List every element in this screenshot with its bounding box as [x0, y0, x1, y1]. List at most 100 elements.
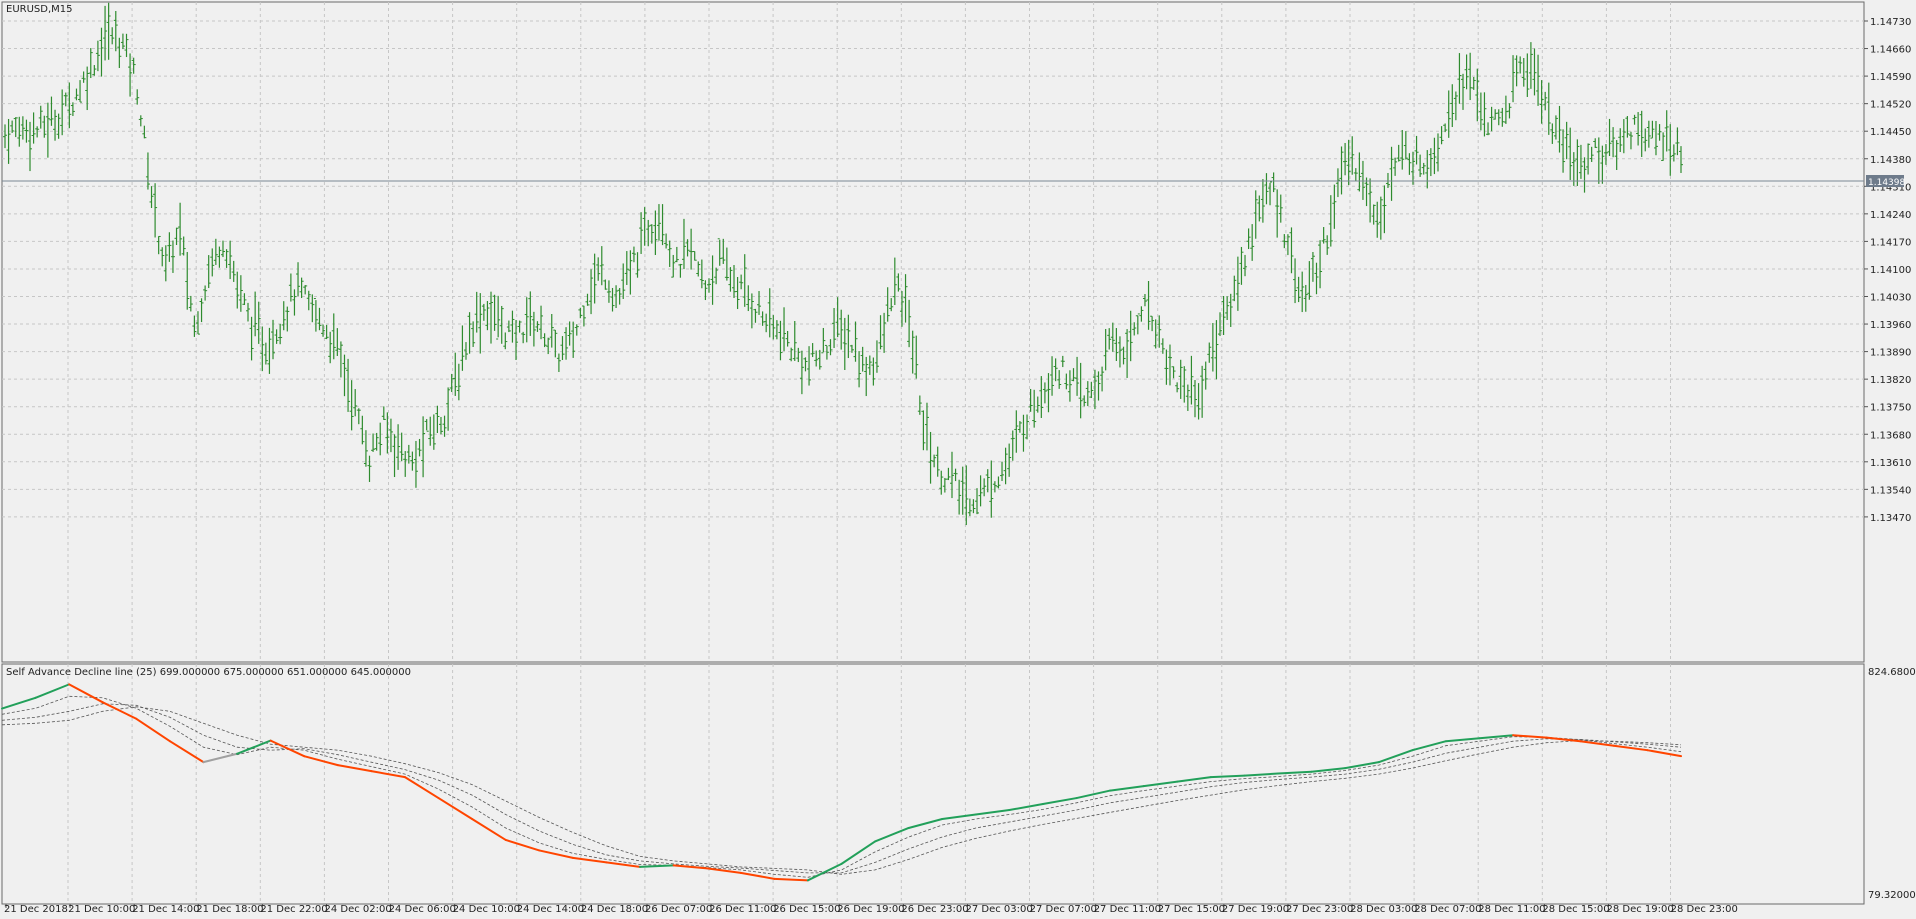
- ohlc-bar: [892, 257, 897, 305]
- advance-decline-segment: [101, 701, 138, 720]
- ohlc-bar: [960, 466, 965, 515]
- advance-decline-segment: [605, 861, 642, 868]
- ohlc-bar: [1243, 254, 1248, 277]
- ohlc-bar: [696, 261, 701, 277]
- indicator-title: Self Advance Decline line (25) 699.00000…: [6, 667, 411, 678]
- ohlc-bar: [1489, 106, 1494, 132]
- ohlc-bar: [1543, 91, 1548, 111]
- ohlc-bar: [1389, 146, 1394, 201]
- ohlc-bar: [1414, 135, 1419, 165]
- ohlc-bar: [224, 249, 229, 268]
- advance-decline-segment: [236, 739, 272, 755]
- ohlc-bar: [1586, 143, 1591, 175]
- ohlc-bar: [10, 120, 15, 133]
- advance-decline-segment: [571, 856, 608, 864]
- time-tick-label: 21 Dec 22:00: [260, 904, 327, 915]
- ohlc-bar: [1067, 370, 1072, 402]
- ohlc-bar: [839, 309, 844, 350]
- ohlc-bar: [610, 287, 615, 312]
- ohlc-bar: [1250, 224, 1255, 261]
- ohlc-bar: [6, 118, 11, 164]
- price-panel[interactable]: [1, 1, 1865, 663]
- ohlc-bar: [1253, 190, 1258, 239]
- indicator-panel[interactable]: [1, 663, 1865, 905]
- ohlc-bar: [74, 88, 79, 101]
- ohlc-bar: [1661, 132, 1666, 161]
- ohlc-bar: [1589, 146, 1594, 162]
- ohlc-bar: [1003, 447, 1008, 485]
- ohlc-bar: [45, 102, 50, 158]
- price-tick-label: 1.14310: [1870, 182, 1911, 193]
- ohlc-bar: [496, 295, 501, 340]
- time-tick-label: 24 Dec 06:00: [389, 904, 456, 915]
- ohlc-bar: [935, 446, 940, 477]
- ohlc-bar: [1125, 329, 1130, 378]
- ohlc-bar: [1382, 185, 1387, 234]
- ohlc-bar: [392, 434, 397, 478]
- advance-decline-segment: [773, 877, 809, 882]
- ohlc-bar: [503, 332, 508, 350]
- price-tick-label: 1.13750: [1870, 403, 1911, 414]
- ohlc-bar: [1461, 73, 1466, 110]
- price-tick-label: 1.14100: [1870, 265, 1911, 276]
- advance-decline-segment: [639, 864, 675, 868]
- ohlc-bar: [1571, 152, 1576, 186]
- advance-decline-segment: [471, 818, 507, 841]
- time-tick-label: 24 Dec 10:00: [453, 904, 520, 915]
- ohlc-bar: [603, 279, 608, 290]
- ohlc-bar: [31, 112, 36, 144]
- price-axis[interactable]: 1.14730 1.14660 1.14590 1.14520 1.14450 1.143…: [1864, 17, 1916, 901]
- ohlc-bar: [78, 80, 83, 103]
- ohlc-bar: [228, 240, 233, 280]
- ohlc-bar: [353, 389, 358, 417]
- ohlc-bar: [1300, 271, 1305, 313]
- ohlc-bar: [1007, 443, 1012, 477]
- ohlc-bar: [714, 267, 719, 285]
- price-tick-label: 1.13890: [1870, 348, 1911, 359]
- price-tick-label: 1.13680: [1870, 430, 1911, 441]
- ohlc-bar: [1167, 344, 1172, 386]
- ohlc-bar: [1621, 119, 1626, 154]
- ohlc-bar: [285, 306, 290, 332]
- advance-decline-segment: [1142, 780, 1179, 788]
- time-tick-label: 21 Dec 10:00: [68, 904, 135, 915]
- ohlc-bar: [1514, 55, 1519, 87]
- ohlc-bar: [649, 224, 654, 244]
- ohlc-bar: [1625, 116, 1630, 138]
- ohlc-bar: [163, 245, 168, 282]
- ohlc-bar: [621, 263, 626, 300]
- ohlc-bar: [235, 271, 240, 309]
- ohlc-bar: [70, 102, 75, 117]
- price-bars: [3, 2, 1683, 526]
- ohlc-bar: [528, 291, 533, 336]
- time-tick-label: 26 Dec 23:00: [901, 904, 968, 915]
- ohlc-bar: [656, 204, 661, 241]
- time-tick-label: 28 Dec 03:00: [1350, 904, 1417, 915]
- time-tick-label: 28 Dec 23:00: [1671, 904, 1738, 915]
- ohlc-bar: [492, 294, 497, 331]
- ohlc-bar: [1646, 120, 1651, 148]
- ohlc-bar: [1421, 162, 1426, 175]
- ohlc-bar: [1014, 410, 1019, 453]
- advance-decline-segment: [336, 764, 373, 773]
- ohlc-bar: [53, 109, 58, 141]
- ohlc-bar: [1418, 154, 1423, 177]
- advance-decline-segment: [1176, 776, 1212, 783]
- ohlc-bar: [939, 470, 944, 495]
- ohlc-bar: [949, 451, 954, 499]
- ohlc-bar: [1082, 395, 1087, 407]
- ohlc-bar: [664, 233, 669, 249]
- ohlc-bar: [1232, 275, 1237, 302]
- price-tick-label: 1.13540: [1870, 485, 1911, 496]
- ohlc-bar: [606, 280, 611, 303]
- ohlc-bar: [1225, 296, 1230, 321]
- ohlc-bar: [531, 311, 536, 347]
- ohlc-bar: [1464, 54, 1469, 90]
- ohlc-bar: [1235, 256, 1240, 311]
- ohlc-bar: [917, 395, 922, 415]
- ohlc-bar: [1307, 261, 1312, 300]
- symbol-title: EURUSD,M15: [6, 4, 72, 15]
- ohlc-bar: [188, 295, 193, 312]
